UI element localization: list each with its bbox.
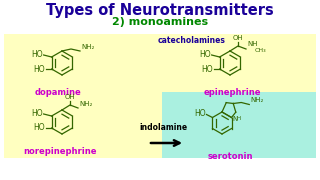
FancyBboxPatch shape [4,92,162,158]
Text: serotonin: serotonin [207,152,253,161]
Text: NH: NH [247,41,258,47]
Text: CH₃: CH₃ [255,48,267,53]
Text: HO: HO [201,64,212,73]
Text: HO: HO [199,50,211,59]
Text: dopamine: dopamine [35,88,81,97]
Text: epinephrine: epinephrine [203,88,261,97]
Text: H: H [237,116,241,121]
Text: norepinephrine: norepinephrine [23,147,97,156]
Text: OH: OH [65,94,75,100]
Text: indolamine: indolamine [139,123,187,132]
Text: N: N [232,116,237,122]
Text: OH: OH [233,35,243,41]
Text: catecholamines: catecholamines [158,35,226,44]
Text: NH₂: NH₂ [81,44,94,50]
FancyBboxPatch shape [162,92,316,158]
Text: 2) monoamines: 2) monoamines [112,17,208,27]
Text: HO: HO [33,123,44,132]
Text: HO: HO [31,109,43,118]
Text: NH₂: NH₂ [79,101,92,107]
Text: NH₂: NH₂ [250,98,264,103]
Text: HO: HO [194,109,205,118]
Text: HO: HO [33,64,44,73]
Text: HO: HO [31,50,43,59]
FancyBboxPatch shape [4,34,316,92]
Text: Types of Neurotransmitters: Types of Neurotransmitters [46,3,274,18]
